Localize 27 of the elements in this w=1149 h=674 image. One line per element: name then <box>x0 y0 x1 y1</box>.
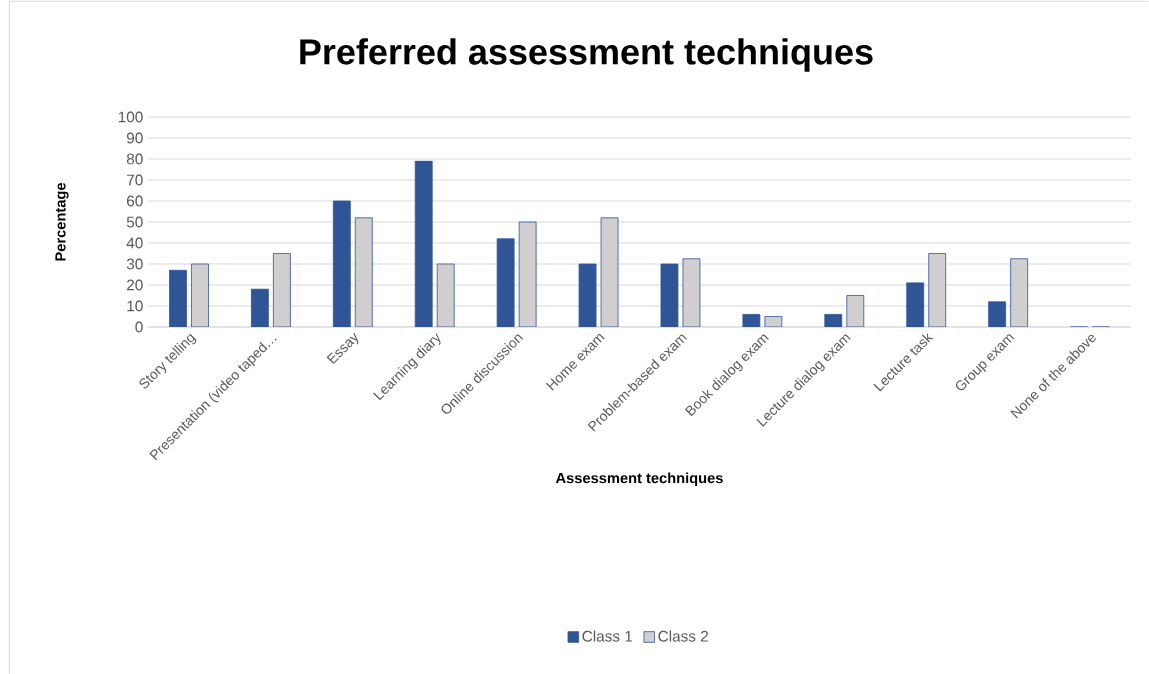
y-tick-label: 90 <box>126 132 143 144</box>
bar <box>906 282 925 327</box>
bar <box>332 200 351 327</box>
y-axis-title: Percentage <box>55 182 69 261</box>
legend-label: Class 1 <box>582 630 633 642</box>
bar <box>824 313 843 327</box>
y-tick-label: 40 <box>126 237 143 249</box>
bar <box>660 263 679 327</box>
bar <box>169 269 187 327</box>
y-tick-label: 100 <box>118 111 143 123</box>
y-tick-label: 0 <box>135 321 143 333</box>
legend-label: Class 2 <box>658 630 708 642</box>
x-axis-title: Assessment techniques <box>555 472 723 487</box>
chart-title: Preferred assessment techniques <box>300 38 873 72</box>
y-tick-label: 70 <box>127 174 143 186</box>
y-tick-label: 80 <box>126 153 143 165</box>
bar <box>496 238 515 327</box>
bar <box>742 313 761 327</box>
y-tick-label: 60 <box>127 195 143 207</box>
y-tick-label: 20 <box>127 279 143 291</box>
bar <box>988 301 1007 327</box>
bar <box>578 263 597 327</box>
y-tick-label: 10 <box>127 300 143 312</box>
y-tick-label: 50 <box>126 216 143 228</box>
bar <box>250 288 269 327</box>
y-tick-label: 30 <box>126 258 143 270</box>
bar <box>414 160 433 327</box>
